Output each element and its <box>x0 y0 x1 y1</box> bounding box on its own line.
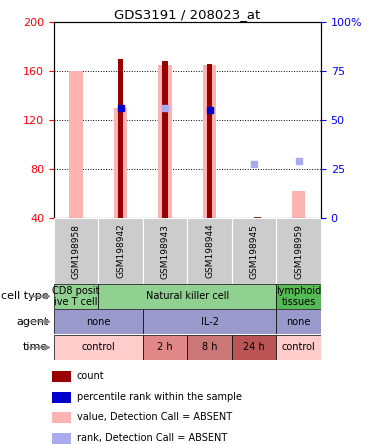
Bar <box>232 218 276 284</box>
Text: GSM198943: GSM198943 <box>161 224 170 278</box>
Text: control: control <box>282 342 315 353</box>
Text: cell type: cell type <box>1 291 49 301</box>
Text: CD8 posit
ive T cell: CD8 posit ive T cell <box>52 285 100 307</box>
Bar <box>158 65 172 218</box>
Text: IL-2: IL-2 <box>201 317 219 327</box>
Text: GSM198944: GSM198944 <box>205 224 214 278</box>
Text: 8 h: 8 h <box>202 342 217 353</box>
Bar <box>276 284 321 309</box>
Bar <box>276 218 321 284</box>
Bar <box>98 218 143 284</box>
Bar <box>52 371 71 382</box>
Bar <box>232 335 276 360</box>
Bar <box>52 433 71 444</box>
Bar <box>203 65 216 218</box>
Text: none: none <box>286 317 311 327</box>
Bar <box>187 218 232 284</box>
Bar <box>52 412 71 423</box>
Text: Natural killer cell: Natural killer cell <box>146 291 229 301</box>
Bar <box>143 335 187 360</box>
Text: count: count <box>77 371 104 381</box>
Text: GSM198942: GSM198942 <box>116 224 125 278</box>
Text: GSM198945: GSM198945 <box>250 224 259 278</box>
Bar <box>54 284 98 309</box>
Bar <box>114 108 127 218</box>
Text: control: control <box>82 342 115 353</box>
Bar <box>162 61 168 218</box>
Text: GSM198959: GSM198959 <box>294 224 303 279</box>
Text: time: time <box>23 342 49 353</box>
Text: none: none <box>86 317 111 327</box>
Text: 2 h: 2 h <box>157 342 173 353</box>
Text: percentile rank within the sample: percentile rank within the sample <box>77 392 242 402</box>
Bar <box>187 335 232 360</box>
Bar <box>143 218 187 284</box>
Bar <box>207 64 212 218</box>
Bar <box>69 71 83 218</box>
Bar <box>54 309 143 334</box>
Text: 24 h: 24 h <box>243 342 265 353</box>
Text: rank, Detection Call = ABSENT: rank, Detection Call = ABSENT <box>77 433 227 443</box>
Title: GDS3191 / 208023_at: GDS3191 / 208023_at <box>114 8 260 21</box>
Text: agent: agent <box>16 317 49 327</box>
Bar <box>98 284 276 309</box>
Text: lymphoid
tissues: lymphoid tissues <box>276 285 321 307</box>
Bar <box>54 218 98 284</box>
Bar <box>292 191 305 218</box>
Bar <box>276 335 321 360</box>
Bar <box>54 335 143 360</box>
Bar <box>276 309 321 334</box>
Bar <box>118 59 123 218</box>
Bar <box>143 309 276 334</box>
Bar <box>52 392 71 403</box>
Text: value, Detection Call = ABSENT: value, Detection Call = ABSENT <box>77 412 232 422</box>
Text: GSM198958: GSM198958 <box>72 224 81 279</box>
